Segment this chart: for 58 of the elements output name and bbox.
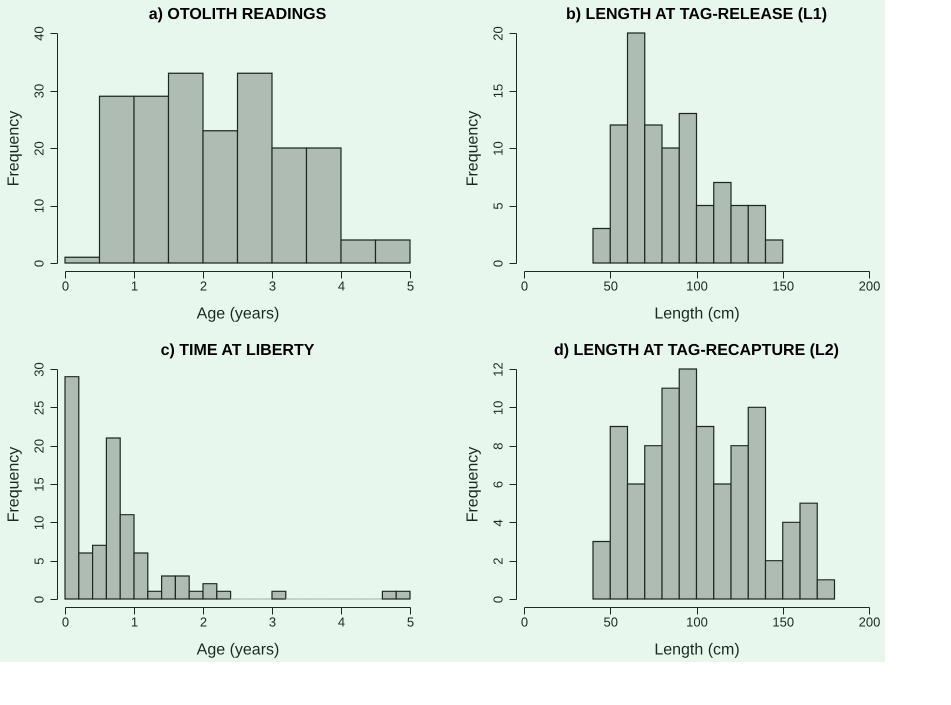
y-tick-label: 30: [32, 362, 46, 377]
x-tick-label: 50: [604, 278, 618, 294]
x-tick-label: 100: [686, 614, 708, 630]
x-axis-title: Age (years): [196, 306, 280, 322]
x-tick-label: 0: [520, 278, 528, 294]
y-tick-label: 25: [32, 400, 46, 416]
y-tick-label: 0: [490, 596, 506, 604]
x-tick-label: 150: [772, 614, 794, 630]
y-tick-label: 5: [32, 558, 46, 565]
x-tick-label: 4: [338, 614, 346, 630]
x-tick-label: 200: [858, 614, 880, 630]
x-axis-title: Length (cm): [654, 642, 740, 658]
y-tick-label: 10: [490, 400, 506, 416]
x-tick-label: 2: [200, 614, 208, 630]
y-tick-label: 15: [490, 84, 506, 98]
x-tick-label: 0: [62, 614, 70, 630]
y-tick-label: 40: [32, 26, 46, 41]
y-tick-label: 4: [490, 519, 506, 526]
x-tick-label: 0: [62, 278, 70, 294]
y-tick-label: 10: [32, 516, 46, 530]
y-tick-label: 0: [32, 260, 46, 268]
x-tick-label: 2: [200, 278, 208, 294]
y-tick-label: 8: [490, 442, 506, 450]
x-tick-label: 50: [604, 614, 618, 630]
y-tick-label: 5: [490, 202, 506, 210]
y-tick-label: 6: [490, 480, 506, 488]
x-tick-label: 100: [686, 278, 708, 294]
y-tick-label: 0: [32, 596, 46, 604]
x-tick-label: 1: [130, 278, 138, 294]
y-tick-label: 0: [490, 260, 506, 268]
y-tick-label: 20: [490, 26, 506, 41]
chart-title: d) LENGTH AT TAG-RECAPTURE (L2): [554, 342, 840, 359]
x-tick-label: 4: [338, 278, 346, 294]
y-tick-label: 10: [490, 141, 506, 156]
x-tick-label: 200: [858, 278, 880, 294]
y-tick-label: 20: [32, 438, 46, 454]
y-axis-title: Frequency: [6, 110, 22, 186]
y-axis-title: Frequency: [6, 446, 22, 522]
x-tick-label: 1: [130, 614, 138, 630]
y-axis-title: Frequency: [464, 110, 482, 186]
x-axis-title: Length (cm): [654, 306, 740, 322]
x-tick-label: 0: [520, 614, 528, 630]
x-axis-title: Age (years): [196, 642, 280, 658]
y-tick-label: 15: [32, 477, 46, 492]
y-tick-label: 12: [490, 362, 506, 377]
y-tick-label: 30: [32, 84, 46, 98]
chart-title: c) TIME AT LIBERTY: [160, 342, 315, 359]
y-tick-label: 10: [32, 198, 46, 214]
x-tick-label: 3: [268, 614, 276, 630]
x-tick-label: 5: [406, 614, 414, 630]
y-tick-label: 20: [32, 141, 46, 156]
chart-title: b) LENGTH AT TAG-RELEASE (L1): [566, 6, 828, 23]
x-tick-label: 5: [406, 278, 414, 294]
y-axis-title: Frequency: [464, 446, 482, 522]
y-tick-label: 2: [490, 558, 506, 565]
x-tick-label: 150: [772, 278, 794, 294]
chart-title: a) OTOLITH READINGS: [148, 6, 327, 23]
x-tick-label: 3: [268, 278, 276, 294]
